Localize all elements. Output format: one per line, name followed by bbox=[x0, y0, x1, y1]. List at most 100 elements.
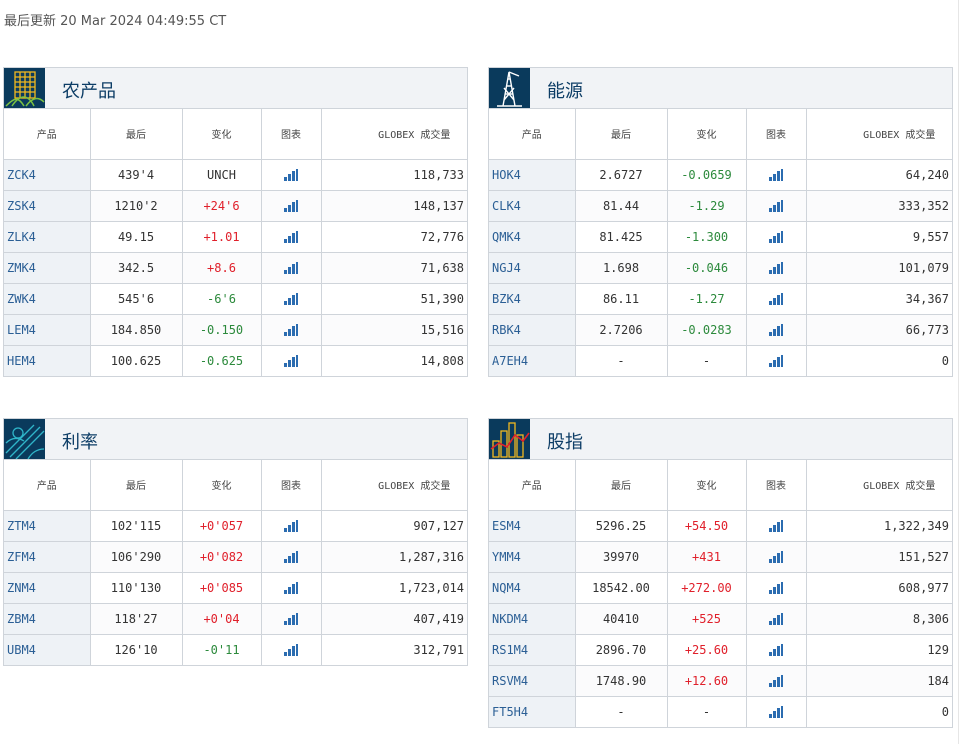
symbol-link[interactable]: ZTM4 bbox=[4, 510, 91, 542]
chart-cell bbox=[746, 665, 807, 697]
table-row: RBK4 2.7206 -0.0283 66,773 bbox=[489, 314, 952, 346]
symbol-link[interactable]: RBK4 bbox=[489, 314, 576, 346]
symbol-link[interactable]: HOK4 bbox=[489, 159, 576, 191]
col-header-last: 最后 bbox=[90, 460, 183, 511]
globex-volume: 1,287,316 bbox=[321, 541, 467, 573]
price-change: -6'6 bbox=[182, 283, 262, 315]
symbol-link[interactable]: ZMK4 bbox=[4, 252, 91, 284]
symbol-link[interactable]: RS1M4 bbox=[489, 634, 576, 666]
symbol-link[interactable]: CLK4 bbox=[489, 190, 576, 222]
price-change: +0'082 bbox=[182, 541, 262, 573]
last-price: 2.7206 bbox=[575, 314, 668, 346]
col-header-volume: GLOBEX 成交量 bbox=[321, 109, 467, 160]
symbol-link[interactable]: QMK4 bbox=[489, 221, 576, 253]
bar-chart-icon[interactable] bbox=[769, 168, 783, 182]
last-price: - bbox=[575, 696, 668, 727]
panel-title[interactable]: 农产品 bbox=[62, 81, 116, 102]
col-header-product: 产品 bbox=[4, 460, 91, 511]
bar-chart-icon[interactable] bbox=[284, 199, 298, 213]
symbol-link[interactable]: A7EH4 bbox=[489, 345, 576, 376]
bar-chart-icon[interactable] bbox=[769, 323, 783, 337]
bar-chart-icon[interactable] bbox=[284, 550, 298, 564]
bar-chart-icon[interactable] bbox=[769, 230, 783, 244]
bar-chart-icon[interactable] bbox=[769, 674, 783, 688]
quotes-table: 产品 最后 变化 图表 GLOBEX 成交量 ZCK4 439'4 UNCH 118,733 Z… bbox=[4, 109, 467, 376]
bar-chart-icon[interactable] bbox=[769, 354, 783, 368]
table-row: HEM4 100.625 -0.625 14,808 bbox=[4, 345, 467, 376]
symbol-link[interactable]: ZCK4 bbox=[4, 159, 91, 191]
quotes-table: 产品 最后 变化 图表 GLOBEX 成交量 ZTM4 102'115 +0'057 907,… bbox=[4, 460, 467, 665]
bar-chart-icon[interactable] bbox=[769, 581, 783, 595]
symbol-link[interactable]: LEM4 bbox=[4, 314, 91, 346]
bar-chart-icon[interactable] bbox=[769, 705, 783, 719]
table-row: ESM4 5296.25 +54.50 1,322,349 bbox=[489, 510, 952, 542]
globex-volume: 64,240 bbox=[806, 159, 952, 191]
symbol-link[interactable]: ZLK4 bbox=[4, 221, 91, 253]
symbol-link[interactable]: UBM4 bbox=[4, 634, 91, 665]
panel-title[interactable]: 利率 bbox=[62, 432, 98, 453]
symbol-link[interactable]: ZNM4 bbox=[4, 572, 91, 604]
symbol-link[interactable]: NGJ4 bbox=[489, 252, 576, 284]
symbol-link[interactable]: ZWK4 bbox=[4, 283, 91, 315]
price-change: +1.01 bbox=[182, 221, 262, 253]
chart-cell bbox=[261, 634, 322, 665]
bar-chart-icon[interactable] bbox=[769, 643, 783, 657]
symbol-link[interactable]: ZBM4 bbox=[4, 603, 91, 635]
globex-volume: 312,791 bbox=[321, 634, 467, 665]
last-price: 110'130 bbox=[90, 572, 183, 604]
col-header-volume: GLOBEX 成交量 bbox=[806, 109, 952, 160]
bar-chart-icon[interactable] bbox=[284, 612, 298, 626]
table-row: YMM4 39970 +431 151,527 bbox=[489, 541, 952, 573]
chart-cell bbox=[746, 572, 807, 604]
bar-chart-icon[interactable] bbox=[284, 519, 298, 533]
symbol-link[interactable]: HEM4 bbox=[4, 345, 91, 376]
price-change: - bbox=[667, 696, 747, 727]
symbol-link[interactable]: FT5H4 bbox=[489, 696, 576, 727]
globex-volume: 66,773 bbox=[806, 314, 952, 346]
bar-chart-icon[interactable] bbox=[284, 261, 298, 275]
symbol-link[interactable]: YMM4 bbox=[489, 541, 576, 573]
table-row: ZFM4 106'290 +0'082 1,287,316 bbox=[4, 541, 467, 573]
bar-chart-icon[interactable] bbox=[769, 519, 783, 533]
bar-chart-icon[interactable] bbox=[284, 168, 298, 182]
bar-chart-icon[interactable] bbox=[769, 612, 783, 626]
bar-chart-icon[interactable] bbox=[284, 643, 298, 657]
col-header-last: 最后 bbox=[90, 109, 183, 160]
price-change: -0.0283 bbox=[667, 314, 747, 346]
table-row: RS1M4 2896.70 +25.60 129 bbox=[489, 634, 952, 666]
bar-chart-icon[interactable] bbox=[284, 230, 298, 244]
symbol-link[interactable]: NQM4 bbox=[489, 572, 576, 604]
last-price: - bbox=[575, 345, 668, 376]
symbol-link[interactable]: RSVM4 bbox=[489, 665, 576, 697]
bar-chart-icon[interactable] bbox=[284, 581, 298, 595]
panel-title[interactable]: 能源 bbox=[547, 81, 583, 102]
bar-chart-icon[interactable] bbox=[769, 199, 783, 213]
panel-1: 能源 产品 最后 变化 图表 GLOBEX 成交量 HOK4 2.6727 -0.0659 64… bbox=[488, 67, 953, 377]
price-change: +431 bbox=[667, 541, 747, 573]
page-edge-divider bbox=[958, 0, 959, 744]
symbol-link[interactable]: ESM4 bbox=[489, 510, 576, 542]
price-change: +54.50 bbox=[667, 510, 747, 542]
bar-chart-icon[interactable] bbox=[769, 292, 783, 306]
symbol-link[interactable]: BZK4 bbox=[489, 283, 576, 315]
col-header-chart: 图表 bbox=[261, 460, 322, 511]
price-change: -0'11 bbox=[182, 634, 262, 665]
panel-title[interactable]: 股指 bbox=[547, 432, 583, 453]
table-row: NQM4 18542.00 +272.00 608,977 bbox=[489, 572, 952, 604]
quotes-table: 产品 最后 变化 图表 GLOBEX 成交量 HOK4 2.6727 -0.0659 64,2… bbox=[489, 109, 952, 376]
last-price: 81.425 bbox=[575, 221, 668, 253]
chart-cell bbox=[746, 541, 807, 573]
price-change: -1.27 bbox=[667, 283, 747, 315]
bar-chart-icon[interactable] bbox=[769, 261, 783, 275]
bar-chart-icon[interactable] bbox=[284, 354, 298, 368]
bar-chart-icon[interactable] bbox=[284, 292, 298, 306]
chart-cell bbox=[261, 221, 322, 253]
bar-chart-icon[interactable] bbox=[769, 550, 783, 564]
symbol-link[interactable]: ZSK4 bbox=[4, 190, 91, 222]
price-change: -0.0659 bbox=[667, 159, 747, 191]
bar-chart-icon[interactable] bbox=[284, 323, 298, 337]
price-change: +25.60 bbox=[667, 634, 747, 666]
symbol-link[interactable]: NKDM4 bbox=[489, 603, 576, 635]
symbol-link[interactable]: ZFM4 bbox=[4, 541, 91, 573]
chart-cell bbox=[746, 603, 807, 635]
